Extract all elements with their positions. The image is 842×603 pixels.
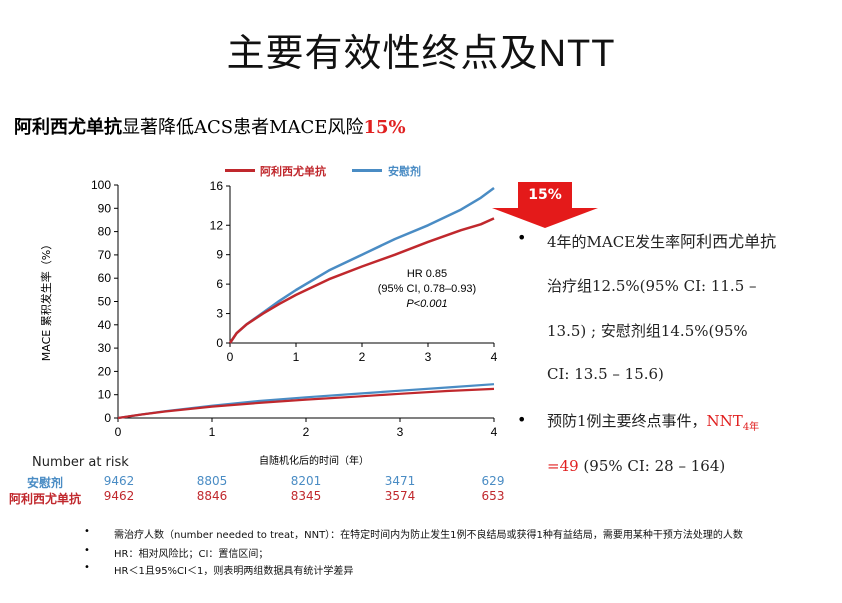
bullet-1-text: 4年的MACE发生率	[547, 233, 681, 251]
risk-value: 9462	[103, 474, 135, 488]
hr-pvalue: P<0.001	[406, 298, 448, 310]
series-line	[228, 217, 495, 344]
y-tick-label: 80	[98, 225, 112, 239]
bullet-2-text: 预防1例主要终点事件，	[547, 412, 707, 430]
y-tick-label: 16	[210, 179, 224, 193]
slide-title: 主要有效性终点及NTT	[0, 22, 842, 77]
y-tick-label: 6	[216, 277, 223, 291]
y-tick-label: 50	[98, 295, 112, 309]
bullet-2-nnt-value: =49	[547, 457, 579, 475]
legend-swatch-alirocumab	[225, 169, 255, 172]
risk-value: 3574	[384, 489, 416, 503]
risk-value: 653	[481, 489, 505, 503]
y-tick-label: 90	[98, 201, 112, 215]
y-tick-label: 60	[98, 271, 112, 285]
footnote-dot-3: •	[84, 562, 90, 573]
y-tick-label: 20	[98, 364, 112, 378]
series-line	[117, 383, 495, 420]
x-tick-label: 0	[227, 350, 234, 364]
risk-value: 9462	[103, 489, 135, 503]
footnote-dot-2: •	[84, 545, 90, 556]
y-tick-label: 10	[98, 388, 112, 402]
y-tick-label: 9	[216, 248, 223, 262]
y-tick-label: 0	[216, 336, 223, 350]
risk-value: 629	[481, 474, 505, 488]
y-tick-label: 12	[210, 218, 224, 232]
bullet-dot-1: •	[517, 228, 527, 247]
footnote-dot-1: •	[84, 526, 90, 537]
x-tick-label: 3	[425, 350, 432, 364]
subtitle-text: 显著降低ACS患者MACE风险	[122, 117, 364, 138]
reduction-callout: 15%	[518, 182, 572, 208]
risk-table-title: Number at risk	[32, 455, 129, 470]
x-tick-label: 2	[359, 350, 366, 364]
series-line	[117, 387, 495, 420]
x-tick-label: 0	[115, 425, 122, 439]
bullet-2-line2: =49 (95% CI: 28 – 164)	[547, 457, 725, 475]
y-tick-label: 3	[216, 307, 223, 321]
hr-value: HR 0.85	[406, 268, 448, 280]
y-tick-label: 100	[91, 178, 111, 192]
risk-label-placebo: 安慰剂	[27, 476, 64, 490]
risk-value: 8846	[196, 489, 228, 503]
legend-label-alirocumab: 阿利西尤单抗	[260, 165, 326, 178]
subtitle-pct: 15%	[363, 117, 406, 138]
risk-value: 8345	[290, 489, 322, 503]
main-xlabel: 自随机化后的时间（年）	[259, 456, 369, 467]
risk-value: 8805	[196, 474, 228, 488]
bullet-1-line2: 治疗组12.5%(95% CI: 11.5 –	[547, 277, 757, 295]
legend-swatch-placebo	[352, 169, 382, 172]
y-tick-label: 30	[98, 341, 112, 355]
bullet-1-line1: 4年的MACE发生率阿利西尤单抗	[547, 228, 776, 252]
bullet-dot-2: •	[517, 410, 527, 429]
main-ylabel: MACE 累积发生率（%）	[40, 238, 53, 362]
x-tick-label: 1	[293, 350, 300, 364]
x-tick-label: 4	[491, 425, 498, 439]
y-tick-label: 40	[98, 318, 112, 332]
x-tick-label: 1	[209, 425, 216, 439]
footnote-1: 需治疗人数（number needed to treat，NNT）：在特定时间内…	[114, 530, 743, 541]
footnote-2: HR：相对风险比；CI：置信区间；	[114, 549, 269, 560]
x-tick-label: 4	[491, 350, 498, 364]
bullet-2-line1: 预防1例主要终点事件，NNT4年	[547, 410, 759, 433]
bullet-2-ci: (95% CI: 28 – 164)	[578, 457, 726, 475]
hr-ci: (95% CI, 0.78–0.93)	[377, 283, 477, 295]
legend-label-placebo: 安慰剂	[388, 165, 421, 178]
bullet-2-nnt-sub: 4年	[742, 422, 760, 433]
risk-label-alirocumab: 阿利西尤单抗	[9, 492, 82, 506]
title-main: 主要有效性终点及	[226, 31, 539, 75]
risk-value: 8201	[290, 474, 322, 488]
subtitle-drug: 阿利西尤单抗	[14, 117, 122, 138]
footnote-3: HR＜1且95%CI＜1，则表明两组数据具有统计学差异	[114, 566, 354, 577]
bullet-2-nnt: NNT	[706, 412, 743, 430]
title-suffix: NTT	[538, 33, 616, 75]
risk-value: 3471	[384, 474, 416, 488]
bullet-1-drug: 阿利西尤单抗	[680, 232, 777, 251]
hr-annotation: HR 0.85 (95% CI, 0.78–0.93) P<0.001	[372, 267, 482, 312]
down-arrow-icon	[492, 208, 598, 228]
x-tick-label: 2	[303, 425, 310, 439]
bullet-1-line3: 13.5) ; 安慰剂组14.5%(95%	[547, 322, 748, 340]
subtitle: 阿利西尤单抗显著降低ACS患者MACE风险15%	[14, 113, 406, 139]
y-tick-label: 70	[98, 248, 112, 262]
bullet-1-line4: CI: 13.5 – 15.6)	[547, 365, 664, 383]
x-tick-label: 3	[397, 425, 404, 439]
y-tick-label: 0	[104, 411, 111, 425]
